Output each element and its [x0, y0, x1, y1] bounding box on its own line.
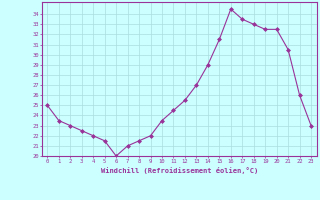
X-axis label: Windchill (Refroidissement éolien,°C): Windchill (Refroidissement éolien,°C) [100, 167, 258, 174]
